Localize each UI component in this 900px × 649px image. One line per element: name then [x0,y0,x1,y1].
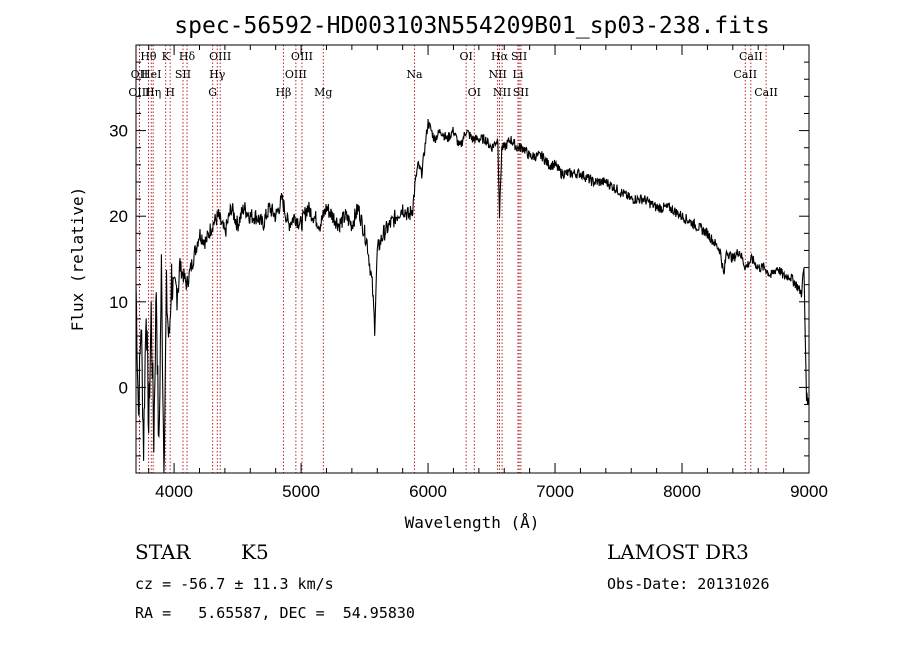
spectral-line-label: H [165,86,175,99]
observation-date: Obs-Date: 20131026 [607,575,770,593]
redshift-velocity: cz = -56.7 ± 11.3 km/s [135,575,334,593]
spectral-line-label: Hβ [275,86,291,99]
spectral-line-label: OI [468,86,481,99]
spectral-line-label: SII [511,50,527,63]
spectral-line-label: OII [131,68,149,81]
x-tick-label: 6000 [409,482,447,501]
x-tick-label: 9000 [790,482,828,501]
spectral-line-label: OIII [291,50,313,63]
spectral-line-markers [138,45,767,473]
flux-series-line [135,118,810,474]
chart-title: spec-56592-HD003103N554209B01_sp03-238.f… [174,13,769,39]
x-tick-label: 5000 [282,482,320,501]
spectral-line-label: CaII [754,86,778,99]
y-axis-ticks: 0 10 20 30 [109,61,809,457]
spectral-line-label: OIII [128,86,150,99]
spectral-line-label: Na [406,68,423,81]
plot-frame [135,44,810,474]
spectral-line-label: Mg [314,86,332,99]
spectral-line-label: NII [488,68,506,81]
y-tick-label: 0 [119,378,128,397]
spectral-line-label: OIII [209,50,231,63]
spectral-line-label: Hδ [179,50,196,63]
spectral-line-label: SII [175,68,191,81]
spectral-line-label: G [208,86,217,99]
x-axis-ticks: 4000 5000 6000 7000 8000 9000 [148,45,828,501]
spectral-line-label: Li [513,68,524,81]
spectral-line-label: HeI [141,68,161,81]
spectral-line-label: SII [513,86,529,99]
object-class: STAR [135,540,191,564]
spectral-line-label: OIII [285,68,307,81]
spectral-line-label: CaII [733,68,757,81]
spectral-line-label: Hγ [209,68,226,81]
spectral-line-label: OI [459,50,472,63]
object-subclass: K5 [241,540,269,564]
x-tick-label: 7000 [536,482,574,501]
spectral-line-label: CaII [739,50,763,63]
x-tick-label: 4000 [155,482,193,501]
x-axis-label: Wavelength (Å) [405,513,540,532]
survey-name: LAMOST DR3 [607,540,749,564]
spectral-line-label: Hα [491,50,509,63]
y-tick-label: 30 [109,122,128,141]
spectral-line-label: K [162,50,171,63]
sky-coordinates: RA = 5.65587, DEC = 54.95830 [135,604,415,622]
spectral-line-label: Hη [145,86,161,99]
x-tick-label: 8000 [663,482,701,501]
y-axis-label: Flux (relative) [68,187,87,332]
spectral-line-label: Hθ [140,50,157,63]
spectral-line-label: NII [493,86,511,99]
y-tick-label: 20 [109,207,128,226]
y-tick-label: 10 [109,293,128,312]
